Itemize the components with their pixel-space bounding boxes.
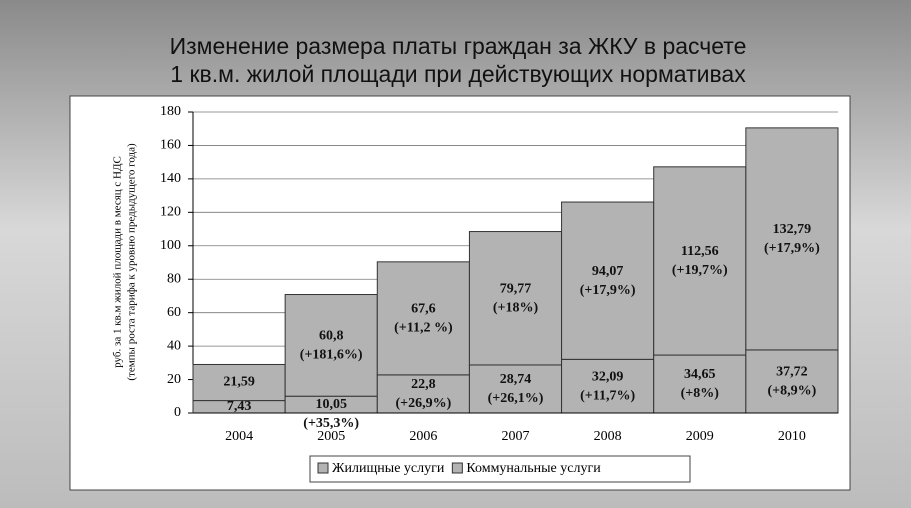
bar-segment xyxy=(561,358,655,414)
growth-label: (+26,1%) xyxy=(488,391,544,406)
data-label: 32,09 xyxy=(592,369,624,384)
bar-segment xyxy=(745,349,839,414)
legend-label: Жилищные услуги xyxy=(332,461,445,476)
x-tick-label: 2008 xyxy=(594,429,622,444)
y-tick-label: 20 xyxy=(167,372,181,387)
bar-segment xyxy=(468,364,563,414)
data-label: 28,74 xyxy=(500,372,532,387)
y-tick-label: 120 xyxy=(160,205,181,220)
x-tick-label: 2010 xyxy=(778,429,806,444)
data-label: 34,65 xyxy=(684,367,716,382)
bar-segment xyxy=(653,166,747,356)
legend xyxy=(309,455,691,483)
y-tick-label: 180 xyxy=(160,104,181,119)
bar-segment xyxy=(653,354,747,414)
y-axis-label: (темпы роста тарифа к уровню предыдущего… xyxy=(126,143,138,381)
growth-label: (+35,3%) xyxy=(303,416,359,431)
y-tick-label: 80 xyxy=(167,271,181,286)
growth-label: (+17,9%) xyxy=(580,283,636,298)
data-label: 79,77 xyxy=(500,281,532,296)
growth-label: (+11,7%) xyxy=(580,388,635,403)
y-tick-label: 40 xyxy=(167,338,181,353)
chart-title: 1 кв.м. жилой площади при действующих но… xyxy=(170,61,746,87)
y-tick-label: 60 xyxy=(167,305,181,320)
bar-segment xyxy=(284,294,378,397)
data-label: 94,07 xyxy=(592,264,624,279)
data-label: 132,79 xyxy=(773,222,812,237)
bar-segment xyxy=(561,201,655,360)
growth-label: (+19,7%) xyxy=(672,263,728,278)
bar-segment xyxy=(468,231,563,366)
bar-segment xyxy=(745,127,839,351)
growth-label: (+26,9%) xyxy=(395,396,451,411)
x-tick-label: 2009 xyxy=(686,429,714,444)
chart-title: Изменение размера платы граждан за ЖКУ в… xyxy=(170,33,747,59)
bar-segment xyxy=(376,261,470,376)
y-tick-label: 0 xyxy=(174,405,181,420)
legend-swatch xyxy=(451,462,463,474)
growth-label: (+8%) xyxy=(681,386,720,401)
data-label: 112,56 xyxy=(681,244,719,259)
data-label: 22,8 xyxy=(411,377,436,392)
x-tick-label: 2005 xyxy=(317,429,345,444)
x-tick-label: 2006 xyxy=(409,429,437,444)
growth-label: (+17,9%) xyxy=(764,241,820,256)
x-tick-label: 2007 xyxy=(502,429,530,444)
growth-label: (+181,6%) xyxy=(300,348,363,363)
data-label: 67,6 xyxy=(411,302,436,317)
y-tick-label: 160 xyxy=(160,138,181,153)
x-tick-label: 2004 xyxy=(225,429,253,444)
legend-label: Коммунальные услуги xyxy=(466,461,601,476)
data-label: 21,59 xyxy=(223,375,255,390)
y-tick-label: 100 xyxy=(160,238,181,253)
data-label: 60,8 xyxy=(319,329,344,344)
data-label: 37,72 xyxy=(776,365,808,380)
growth-label: (+18%) xyxy=(493,300,539,315)
growth-label: (+8,9%) xyxy=(768,384,817,399)
data-label: 7,43 xyxy=(227,399,252,414)
y-axis-label: руб. за 1 кв.м жилой площади в месяц с Н… xyxy=(112,156,124,368)
data-label: 10,05 xyxy=(315,397,347,412)
growth-label: (+11,2 %) xyxy=(394,321,453,336)
bar-segment xyxy=(192,363,286,402)
legend-swatch xyxy=(317,462,329,474)
y-tick-label: 140 xyxy=(160,171,181,186)
